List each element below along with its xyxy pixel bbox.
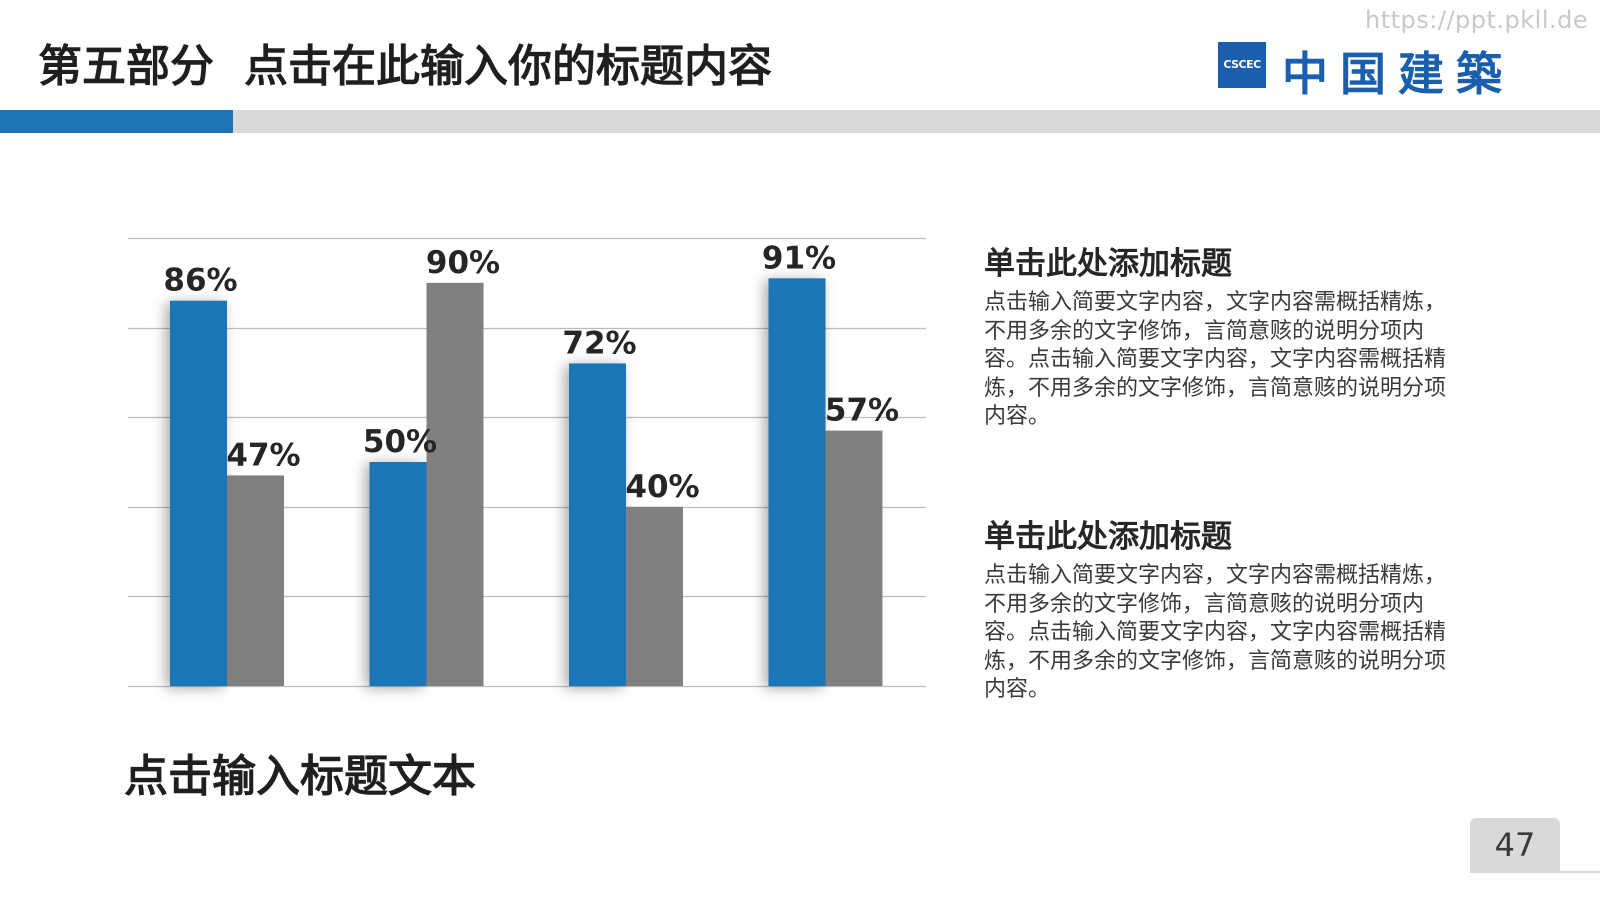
bar-label-series2-group1: 47% xyxy=(226,437,300,473)
slide-title: 第五部分 点击在此输入你的标题内容 xyxy=(38,30,772,94)
text-block-1: 单击此处添加标题 点击输入简要文字内容，文字内容需概括精炼，不用多余的文字修饰，… xyxy=(984,238,1454,432)
text-block-2: 单击此处添加标题 点击输入简要文字内容，文字内容需概括精炼，不用多余的文字修饰，… xyxy=(984,511,1454,705)
chart-data-labels: 86% 50% 72% 91% 47% 90% 40% 57% xyxy=(163,240,899,504)
bar-series1-group4 xyxy=(768,278,826,686)
watermark-url: https://ppt.pkll.de xyxy=(1365,6,1589,34)
chart-caption: 点击输入标题文本 xyxy=(124,751,476,802)
text-block-1-body: 点击输入简要文字内容，文字内容需概括精炼，不用多余的文字修饰，言简意赅的说明分项… xyxy=(984,290,1447,429)
text-block-1-title: 单击此处添加标题 xyxy=(984,246,1232,282)
bar-series1-group2 xyxy=(369,462,427,686)
page-number: 47 xyxy=(1470,818,1560,873)
text-block-2-title: 单击此处添加标题 xyxy=(984,519,1232,555)
bar-label-series2-group3: 40% xyxy=(625,469,699,505)
slide-title-part: 第五部分 xyxy=(38,41,214,92)
bar-series1-group3 xyxy=(569,363,626,686)
bar-label-series1-group2: 50% xyxy=(363,424,437,460)
text-block-2-body: 点击输入简要文字内容，文字内容需概括精炼，不用多余的文字修饰，言简意赅的说明分项… xyxy=(984,563,1447,702)
header-divider-bar xyxy=(0,110,1600,133)
bar-series1-group1 xyxy=(170,300,227,686)
logo-emblem-icon: CSCEC xyxy=(1218,42,1266,88)
bar-series2-group4 xyxy=(825,430,883,686)
bar-label-series1-group3: 72% xyxy=(562,325,636,361)
bar-label-series1-group1: 86% xyxy=(163,263,237,299)
logo-text: 中国建築 xyxy=(1282,47,1514,101)
header-accent-bar xyxy=(0,110,233,133)
chart-bars xyxy=(170,278,883,686)
bar-label-series2-group4: 57% xyxy=(825,393,899,429)
bar-series2-group2 xyxy=(426,282,484,686)
bar-label-series1-group4: 91% xyxy=(762,240,836,276)
page-number-line xyxy=(1560,871,1600,873)
bar-series2-group1 xyxy=(227,475,284,686)
bar-series2-group3 xyxy=(626,506,683,686)
bar-label-series2-group2: 90% xyxy=(426,245,500,281)
slide-title-text: 点击在此输入你的标题内容 xyxy=(244,41,772,92)
